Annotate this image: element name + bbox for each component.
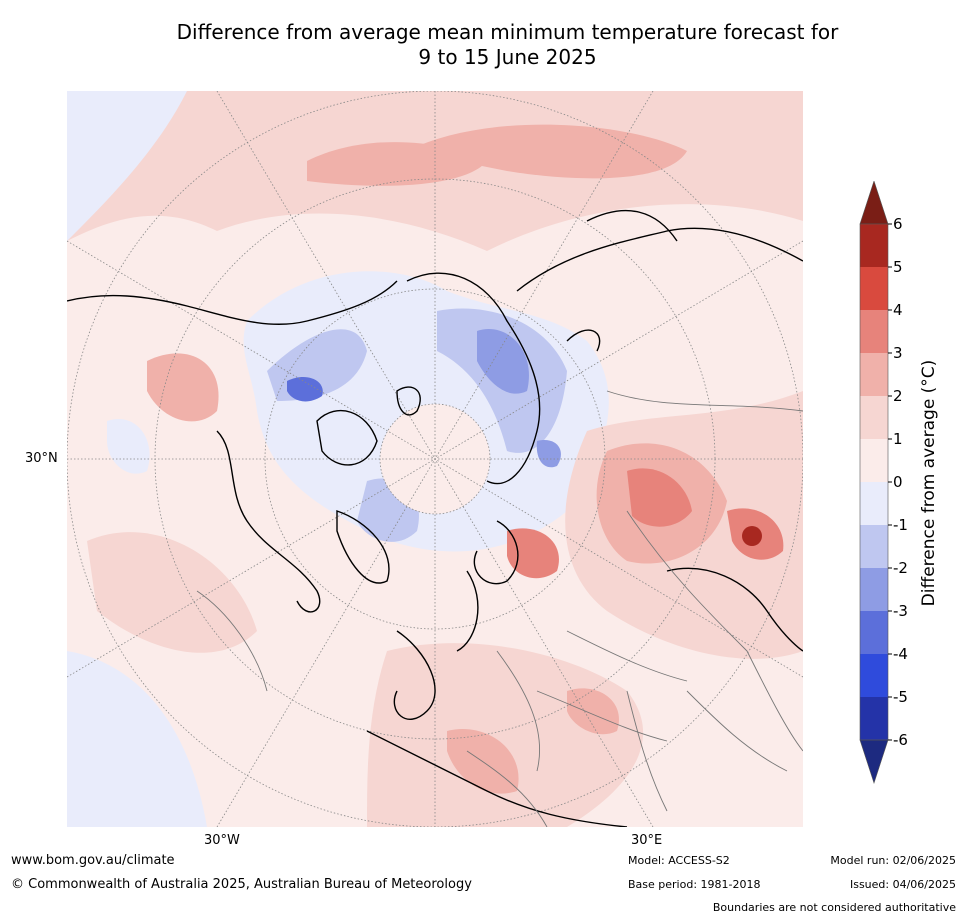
longitude-label-east: 30°E [631,833,663,848]
legend-under-arrow [859,739,889,784]
copyright-text: © Commonwealth of Australia 2025, Austra… [11,877,472,892]
base-period: Base period: 1981-2018 [628,878,761,891]
warm-patch [147,353,219,422]
forecast-map[interactable] [67,91,803,827]
legend-tick-label: -3 [893,602,908,620]
legend-swatch [860,310,888,353]
title-line-1: Difference from average mean minimum tem… [176,20,839,44]
warm-core [507,528,559,579]
chart-title: Difference from average mean minimum tem… [0,20,965,70]
boundary-disclaimer: Boundaries are not considered authoritat… [712,901,956,914]
legend-swatch [860,267,888,310]
legend-swatch [860,525,888,568]
cool-patch [536,440,561,468]
legend-tick-label: 6 [893,215,903,233]
legend-swatch [860,697,888,740]
legend-tick-label: -5 [893,688,908,706]
cool-patch [477,329,529,394]
legend-tick-label: 4 [893,301,903,319]
legend-tick-label: -6 [893,731,908,749]
legend-over-arrow [859,181,889,225]
legend-tick-label: 3 [893,344,903,362]
legend-swatch [860,654,888,697]
legend-tick-label: -2 [893,559,908,577]
longitude-label-west: 30°W [204,833,240,848]
warm-patch [567,688,619,735]
hot-spot [742,526,762,546]
warm-core [627,468,692,527]
warm-region-europe [367,643,644,827]
legend-tick-label: -1 [893,516,908,534]
cool-core [287,376,323,402]
legend-swatch [860,224,888,267]
model-name: Model: ACCESS-S2 [628,854,730,867]
legend-tick-label: 0 [893,473,903,491]
legend-tick-label: 1 [893,430,903,448]
legend-swatch [860,353,888,396]
legend-colorbar: 6 5 4 3 2 1 0 -1 -2 -3 -4 -5 -6 [859,181,908,784]
cool-patch [107,419,150,474]
warm-patch [87,532,257,653]
map-canvas [67,91,803,827]
title-line-2: 9 to 15 June 2025 [418,45,597,69]
coastlines [67,209,803,827]
legend-swatch [860,439,888,482]
legend-swatch [860,396,888,439]
legend-swatch [860,482,888,525]
legend-swatch [860,611,888,654]
model-run-date: Model run: 02/06/2025 [830,854,956,867]
boundaries [196,390,803,827]
cool-patch [67,651,207,827]
cool-patch [67,91,187,241]
legend-tick-label: -4 [893,645,908,663]
legend-tick-label: 2 [893,387,903,405]
graticule [67,91,803,827]
website-url[interactable]: www.bom.gov.au/climate [11,853,175,868]
latitude-label: 30°N [25,451,58,466]
legend-tick-label: 5 [893,258,903,276]
warm-patch [407,124,687,179]
legend-swatch [860,568,888,611]
issued-date: Issued: 04/06/2025 [849,878,956,891]
legend-title: Difference from average (°C) [919,359,939,607]
